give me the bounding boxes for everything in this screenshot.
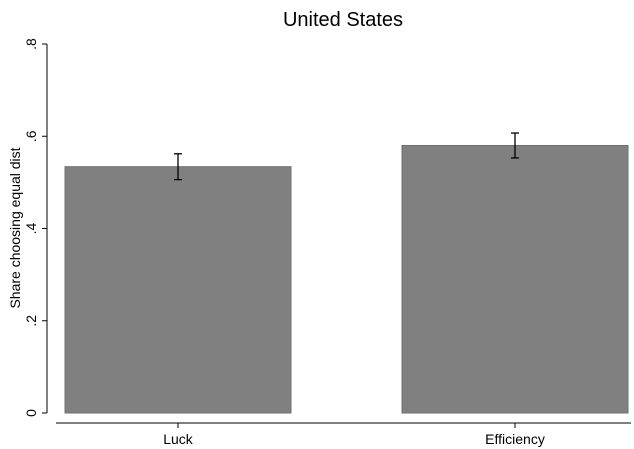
y-axis-label: Share choosing equal dist <box>7 147 23 308</box>
y-tick-label: .2 <box>23 315 39 327</box>
x-tick-label: Luck <box>163 431 194 447</box>
bar-efficiency <box>401 144 629 414</box>
y-tick-label: .4 <box>23 222 39 234</box>
y-tick-label: .6 <box>23 130 39 142</box>
x-tick-label: Efficiency <box>485 431 545 447</box>
plot-area: Luck Efficiency 0 .2 .4 .6 .8 <box>23 38 631 447</box>
chart-title: United States <box>283 9 403 31</box>
y-tick-label: 0 <box>23 409 39 417</box>
y-tick-label: .8 <box>23 38 39 50</box>
bar-luck <box>64 166 292 414</box>
